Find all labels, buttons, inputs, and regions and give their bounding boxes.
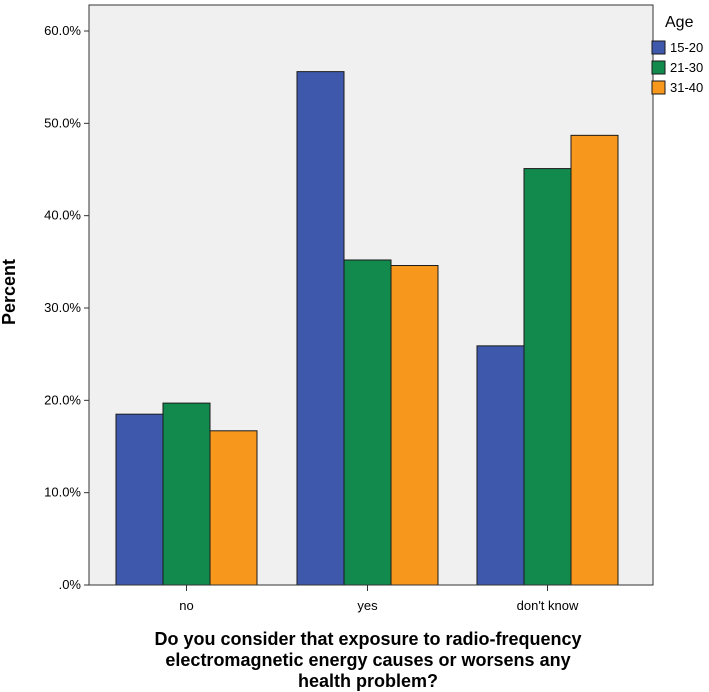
y-tick-label: .0%	[59, 577, 82, 592]
y-axis-label: Percent	[0, 259, 19, 325]
x-tick-label: yes	[357, 598, 378, 613]
y-axis-ticks: .0% 10.0% 20.0% 30.0% 40.0% 50.0% 60.0%	[44, 23, 89, 592]
bar-no-31-40	[209, 430, 258, 586]
bar-no-21-30	[162, 402, 211, 586]
x-tick-label: don't know	[517, 598, 579, 613]
legend: Age 15-20 21-30 31-40	[651, 14, 703, 95]
legend-label-31-40: 31-40	[670, 80, 703, 95]
x-axis-label-line-2: electromagnetic energy causes or worsens…	[165, 650, 570, 670]
x-axis-ticks: no yes don't know	[179, 585, 579, 613]
bar-yes-21-30	[343, 259, 392, 586]
x-tick-label: no	[179, 598, 193, 613]
y-tick-label: 40.0%	[44, 208, 81, 223]
bars	[115, 71, 619, 586]
legend-title: Age	[665, 14, 694, 31]
x-axis-label-line-1: Do you consider that exposure to radio-f…	[154, 629, 581, 649]
legend-swatch-31-40	[651, 80, 666, 95]
bar-don-t-know-31-40	[570, 134, 619, 586]
legend-label-21-30: 21-30	[670, 60, 703, 75]
y-tick-label: 10.0%	[44, 485, 81, 500]
bar-don-t-know-15-20	[476, 345, 525, 586]
plot-frame	[88, 4, 654, 586]
bar-no-15-20	[115, 413, 164, 586]
y-tick-label: 50.0%	[44, 115, 81, 130]
y-tick-label: 60.0%	[44, 23, 81, 38]
x-axis-label-line-3: health problem?	[298, 671, 438, 691]
y-tick-label: 30.0%	[44, 300, 81, 315]
y-tick-label: 20.0%	[44, 392, 81, 407]
bar-yes-31-40	[390, 265, 439, 586]
legend-label-15-20: 15-20	[670, 40, 703, 55]
bar-don-t-know-21-30	[523, 168, 572, 586]
legend-swatch-21-30	[651, 60, 666, 75]
legend-swatch-15-20	[651, 40, 666, 55]
bar-yes-15-20	[296, 71, 345, 586]
